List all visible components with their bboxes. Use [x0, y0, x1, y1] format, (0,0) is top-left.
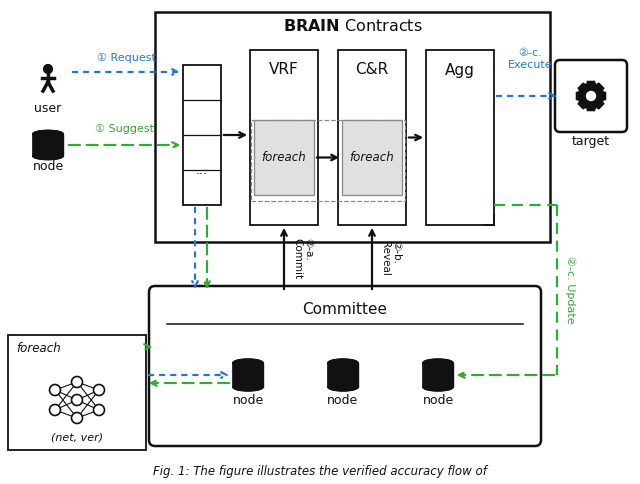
- Text: ① Request: ① Request: [97, 53, 156, 63]
- Text: ① Suggest: ① Suggest: [95, 124, 154, 134]
- Ellipse shape: [33, 131, 63, 137]
- Text: foreach: foreach: [16, 343, 61, 356]
- FancyBboxPatch shape: [250, 50, 318, 225]
- Text: Committee: Committee: [303, 302, 387, 318]
- Polygon shape: [593, 98, 604, 109]
- Ellipse shape: [33, 152, 63, 160]
- Circle shape: [93, 405, 104, 415]
- Bar: [33, 134, 63, 156]
- Text: ②-b.
Reveal: ②-b. Reveal: [380, 241, 402, 276]
- Polygon shape: [577, 91, 582, 101]
- Circle shape: [72, 377, 83, 388]
- Text: node: node: [232, 393, 264, 407]
- Text: Fig. 1: The figure illustrates the verified accuracy flow of: Fig. 1: The figure illustrates the verif…: [153, 466, 487, 479]
- Ellipse shape: [233, 359, 263, 367]
- Ellipse shape: [233, 383, 263, 391]
- Circle shape: [44, 64, 52, 74]
- Text: VRF: VRF: [269, 62, 299, 77]
- Circle shape: [586, 91, 595, 101]
- Text: ②-c.
Execute: ②-c. Execute: [508, 48, 552, 70]
- Bar: [423, 363, 453, 387]
- FancyBboxPatch shape: [338, 50, 406, 225]
- Text: target: target: [572, 135, 610, 148]
- FancyBboxPatch shape: [555, 60, 627, 132]
- Text: (net, ver): (net, ver): [51, 433, 103, 443]
- Circle shape: [72, 412, 83, 424]
- FancyBboxPatch shape: [426, 50, 494, 225]
- Text: $\mathbf{BRAIN}$ Contracts: $\mathbf{BRAIN}$ Contracts: [283, 18, 422, 34]
- Text: node: node: [422, 393, 454, 407]
- Text: foreach: foreach: [349, 151, 394, 164]
- Polygon shape: [586, 81, 596, 88]
- Text: ...: ...: [196, 164, 208, 177]
- Ellipse shape: [328, 383, 358, 391]
- Circle shape: [93, 384, 104, 395]
- Polygon shape: [578, 98, 589, 109]
- Circle shape: [581, 86, 601, 106]
- Bar: [328, 363, 358, 387]
- FancyBboxPatch shape: [8, 335, 146, 450]
- FancyBboxPatch shape: [149, 286, 541, 446]
- Circle shape: [49, 384, 61, 395]
- Circle shape: [72, 394, 83, 406]
- Text: node: node: [328, 393, 358, 407]
- Polygon shape: [578, 83, 589, 94]
- Ellipse shape: [328, 359, 358, 367]
- Text: user: user: [35, 102, 61, 115]
- Ellipse shape: [423, 383, 453, 391]
- Text: ②-a.
Commit: ②-a. Commit: [292, 238, 314, 279]
- Bar: [233, 363, 263, 387]
- Text: node: node: [33, 161, 63, 173]
- FancyBboxPatch shape: [254, 120, 314, 195]
- FancyBboxPatch shape: [183, 65, 221, 205]
- Polygon shape: [593, 83, 604, 94]
- FancyBboxPatch shape: [342, 120, 402, 195]
- Text: Agg: Agg: [445, 62, 475, 77]
- Ellipse shape: [423, 359, 453, 367]
- Polygon shape: [586, 105, 596, 110]
- Polygon shape: [600, 91, 605, 101]
- Circle shape: [49, 405, 61, 415]
- Text: foreach: foreach: [262, 151, 307, 164]
- Text: C&R: C&R: [355, 62, 388, 77]
- Text: ②-c. Update: ②-c. Update: [565, 256, 575, 324]
